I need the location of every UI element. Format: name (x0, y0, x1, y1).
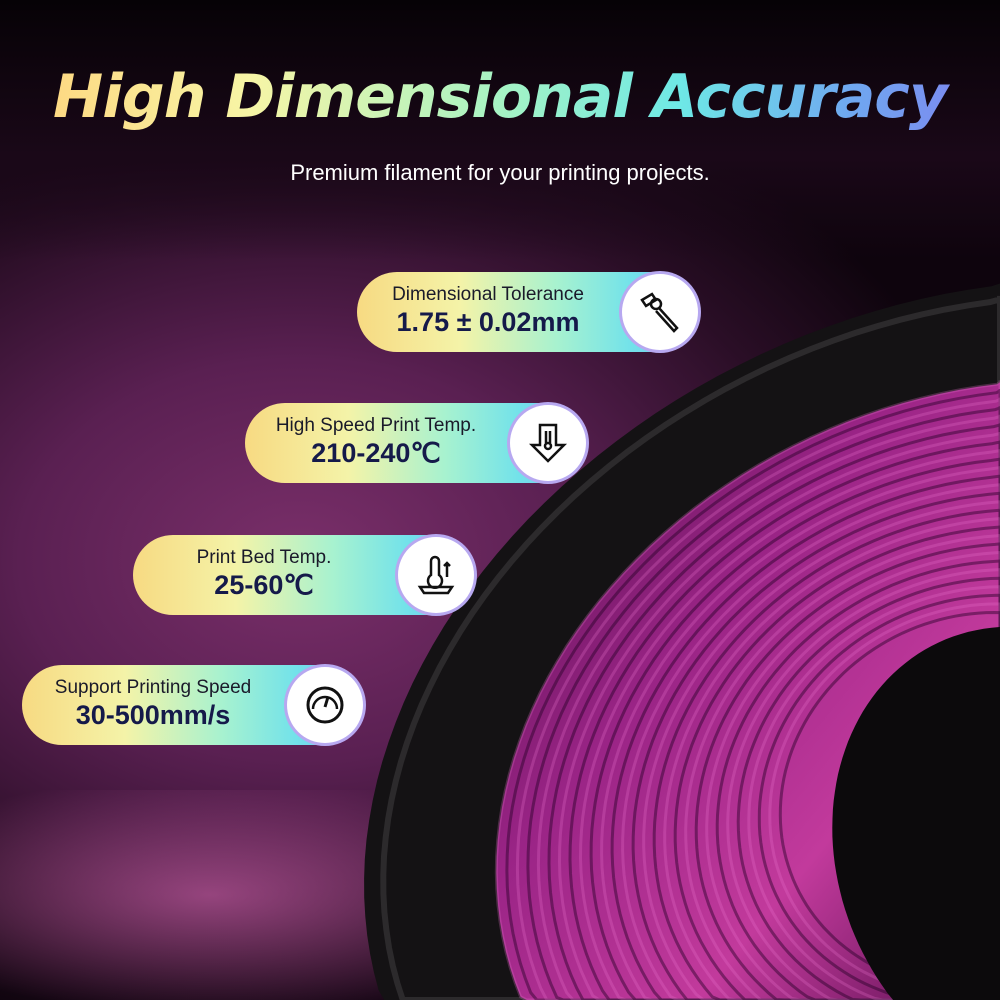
filament-strand (515, 397, 1000, 1000)
filament-strand (610, 474, 1000, 1000)
page-title: High Dimensional Accuracy (0, 62, 1000, 132)
spec-value: 1.75 ± 0.02mm (396, 307, 580, 337)
filament-strand (631, 491, 1000, 1000)
filament-strand (526, 406, 1000, 1000)
filament-strand (673, 525, 1000, 1000)
spec-printing-speed: Support Printing Speed 30-500mm/s (22, 665, 365, 745)
filament-strand (621, 483, 1000, 1000)
filament-strand (736, 576, 1000, 1000)
filament-strand (589, 457, 1000, 1000)
spec-print-temp: High Speed Print Temp. 210-240℃ (245, 403, 588, 483)
background-top (0, 0, 1000, 260)
nozzle-temperature-icon (510, 405, 586, 481)
filament-strand (757, 593, 1000, 1000)
spec-bed-temp: Print Bed Temp. 25-60℃ (133, 535, 476, 615)
filament-strand (505, 389, 1000, 1000)
filament-strand (642, 500, 1000, 1000)
spec-value: 210-240℃ (311, 438, 441, 468)
filament-strand (578, 449, 1000, 1000)
filament-strand (494, 380, 1000, 1000)
filament-strand (726, 568, 1000, 1000)
filament-strand (747, 585, 1000, 1000)
spec-label: Dimensional Tolerance (392, 284, 584, 305)
filament-strand (715, 559, 1000, 1000)
bed-temperature-icon (398, 537, 474, 613)
filament-strand (547, 423, 1000, 1000)
spec-value: 25-60℃ (214, 570, 314, 600)
page-subtitle: Premium filament for your printing proje… (290, 160, 710, 185)
filament-strand (778, 610, 1000, 990)
spool-hub (832, 626, 1000, 1000)
spec-label: Support Printing Speed (54, 677, 252, 698)
filament-strand (600, 466, 1000, 1000)
filament-strand (684, 533, 1000, 1000)
filament-strand (652, 508, 1000, 1000)
filament-strand (663, 516, 1000, 1000)
spec-label: High Speed Print Temp. (275, 415, 477, 436)
filament-strand (705, 551, 1000, 1000)
filament-strand (694, 542, 1000, 1000)
filament-strand (536, 414, 1000, 1000)
filament-strand (568, 440, 1000, 1000)
spec-value: 30-500mm/s (75, 700, 231, 730)
filament-strands (494, 380, 1000, 1000)
spool-flange-rim (380, 295, 1000, 1000)
caliper-icon (622, 274, 698, 350)
filament-strand (557, 432, 1000, 1000)
spec-dimensional-tolerance: Dimensional Tolerance 1.75 ± 0.02mm (357, 272, 700, 352)
spec-label: Print Bed Temp. (196, 547, 332, 568)
speedometer-icon (287, 667, 363, 743)
filament-strand (768, 602, 1000, 998)
